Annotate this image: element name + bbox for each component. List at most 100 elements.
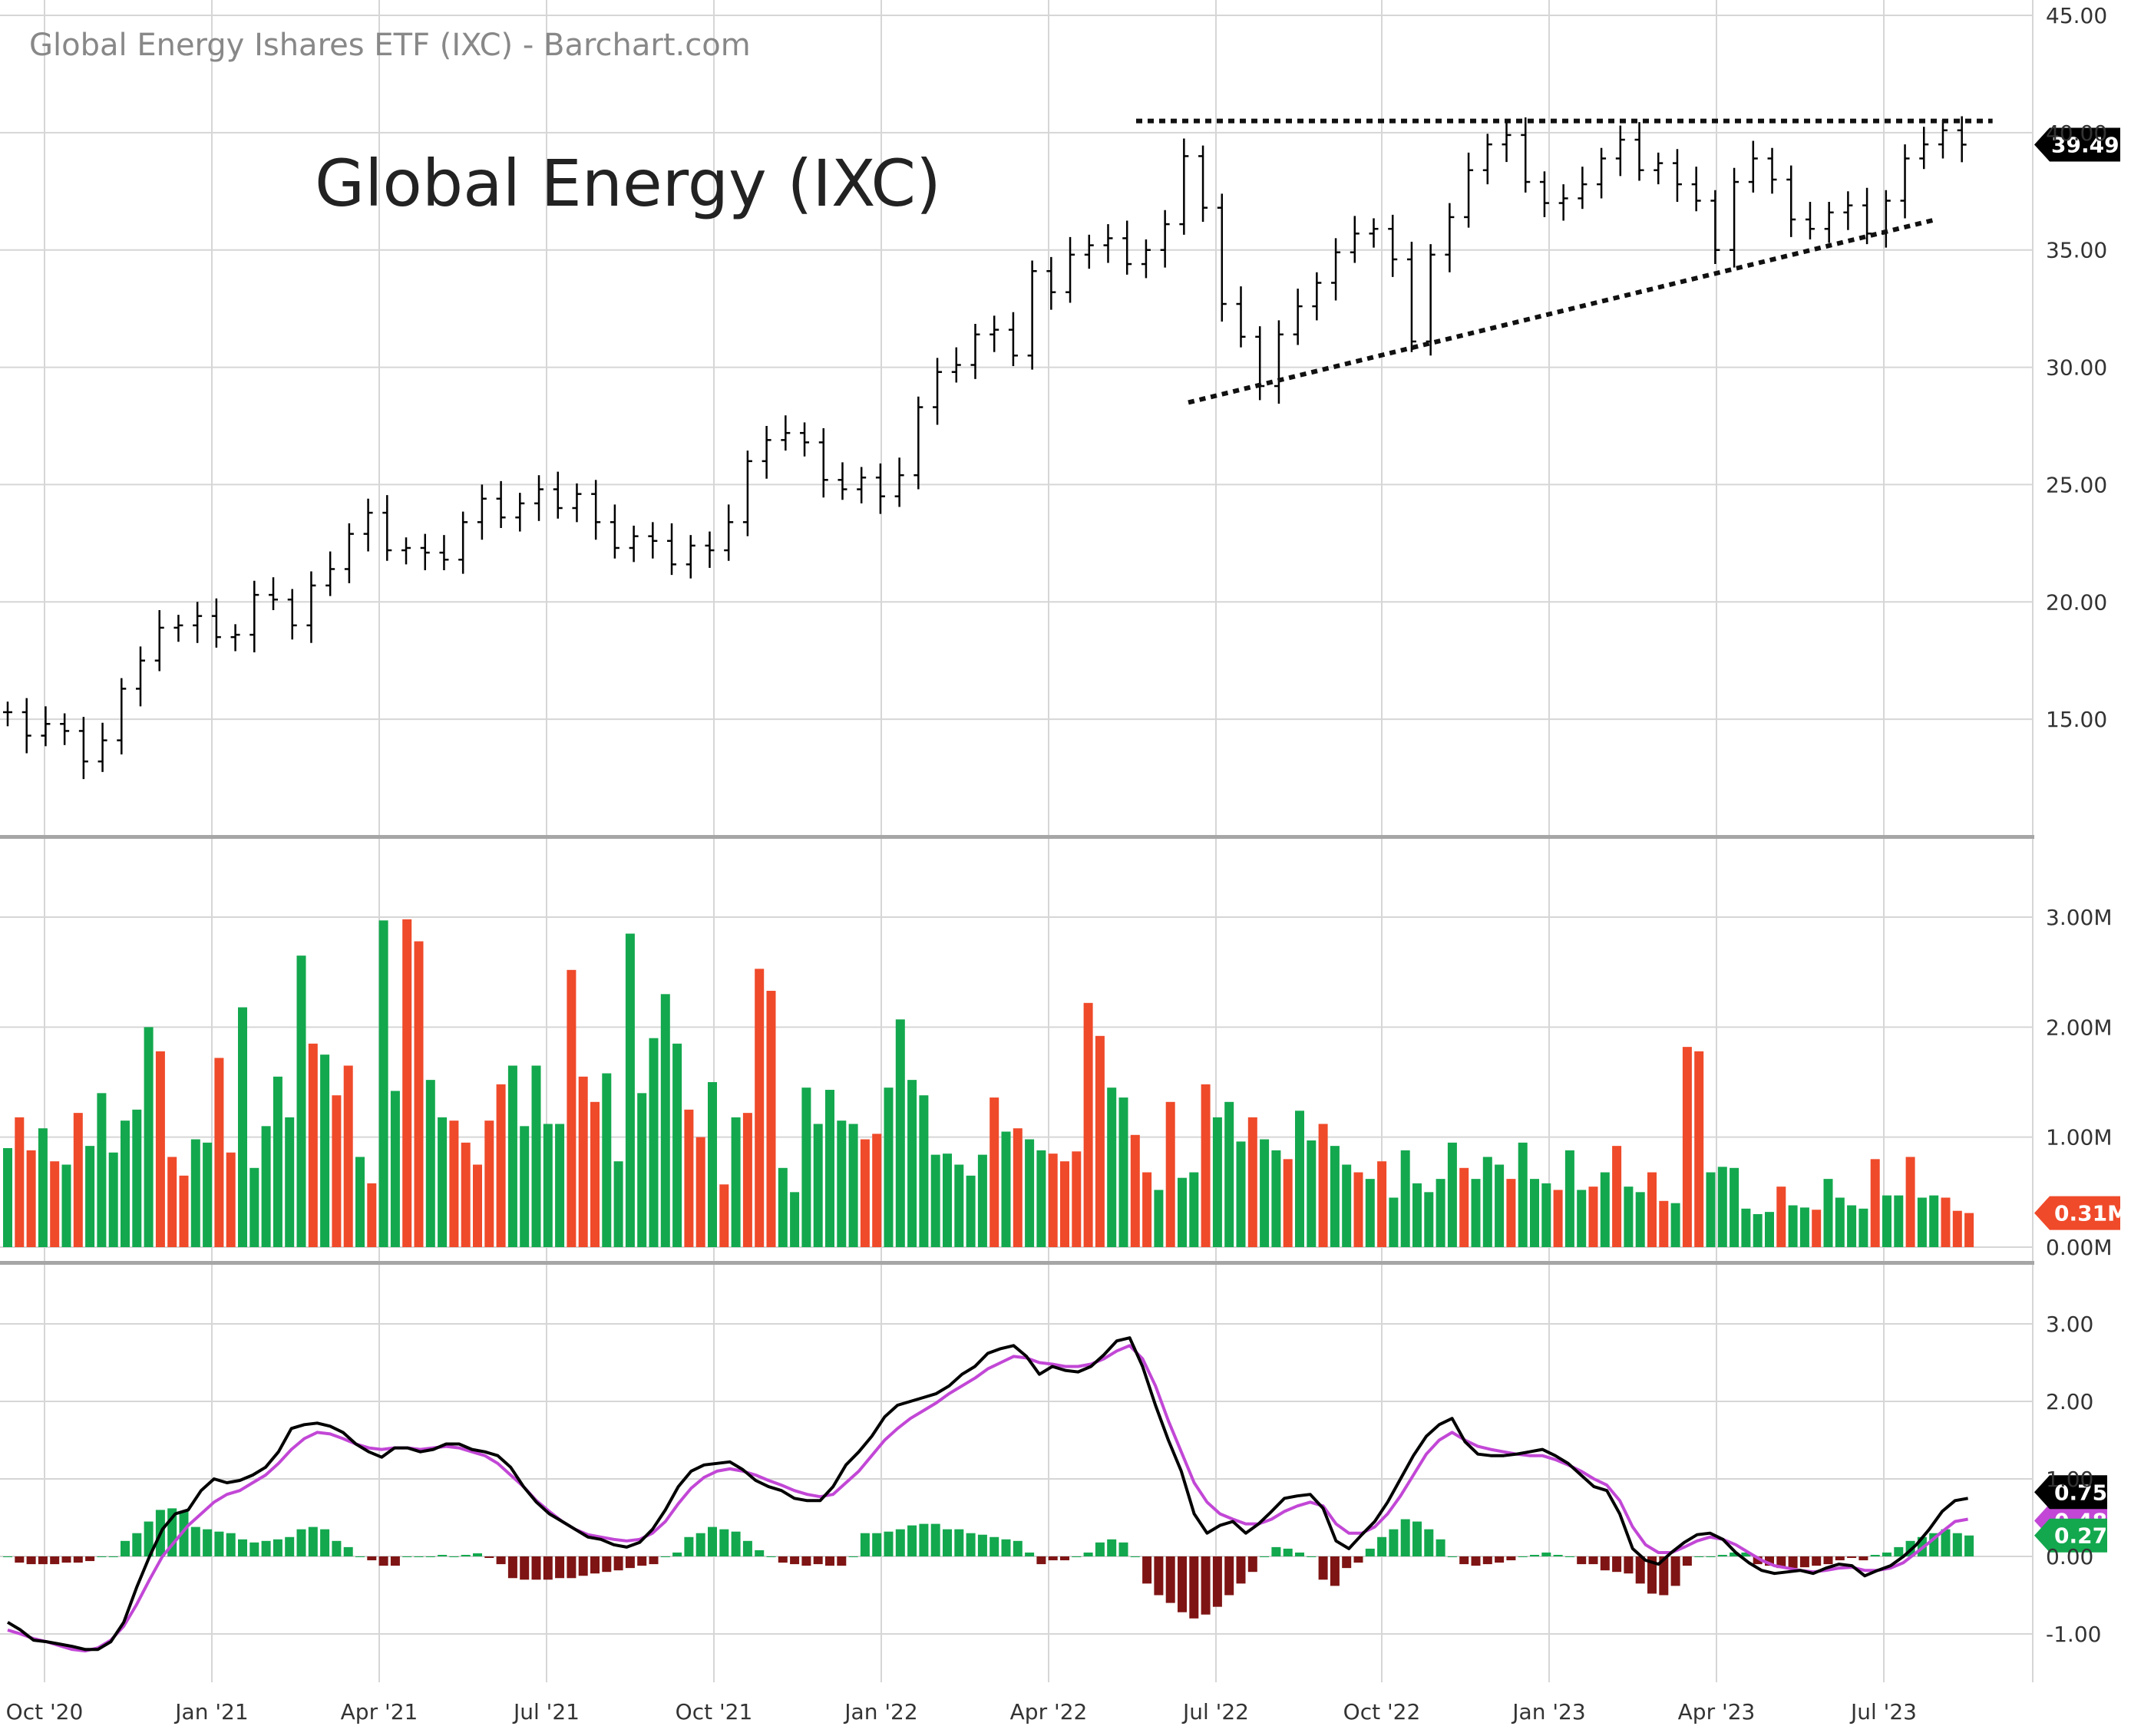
macd-histogram-bar [567, 1556, 577, 1579]
ohlc-bar [193, 602, 203, 643]
volume-bar [1624, 1186, 1634, 1247]
macd-histogram-bar [1424, 1529, 1434, 1556]
macd-histogram-bar [695, 1533, 705, 1556]
volume-bar [1377, 1161, 1387, 1247]
volume-bar [1882, 1195, 1891, 1247]
volume-bar [1588, 1186, 1598, 1247]
volume-bar [590, 1101, 600, 1247]
macd-histogram-bar [414, 1556, 424, 1557]
ohlc-bar [572, 483, 582, 523]
volume-bar [637, 1093, 647, 1247]
volume-bar [801, 1087, 811, 1247]
volume-bar [1142, 1172, 1152, 1247]
volume-bar [1178, 1177, 1187, 1247]
ohlc-bar [762, 426, 771, 479]
macd-histogram-bar [719, 1529, 729, 1556]
volume-bar [695, 1137, 705, 1247]
macd-histogram-bar [1952, 1533, 1962, 1556]
volume-bar [285, 1117, 295, 1247]
axis-labels: Oct '20 Jan '21 Apr '21 Jul '21 Oct '21 Jan '… [6, 3, 2113, 1724]
macd-histogram-bar [1165, 1556, 1175, 1603]
volume-bar [1495, 1164, 1505, 1247]
volume-bar [1459, 1167, 1469, 1247]
macd-histogram-bar [1870, 1554, 1880, 1556]
macd-histogram-bar [1612, 1556, 1622, 1573]
volume-bar [1072, 1151, 1082, 1247]
macd-histogram-bar [26, 1556, 36, 1565]
volume-bar [226, 1152, 236, 1247]
macd-histogram-bar [1307, 1556, 1317, 1557]
ohlc-bar [838, 462, 847, 500]
macd-histogram-bar [108, 1556, 118, 1557]
volume-bar [1130, 1134, 1140, 1247]
macd-y-tick: -1.00 [2046, 1622, 2101, 1647]
ohlc-bar [800, 422, 810, 457]
volume-bar [1260, 1139, 1270, 1247]
macd-histogram-bar [1330, 1556, 1340, 1586]
macd-histogram-bar [238, 1539, 247, 1556]
volume-bar [930, 1154, 940, 1247]
macd-histogram-bar [1271, 1546, 1281, 1556]
ohlc-bar [894, 457, 904, 507]
volume-bar [613, 1161, 623, 1247]
macd-histogram-bar [1553, 1554, 1563, 1556]
volume-bar [1635, 1192, 1645, 1247]
macd-y-tick: 3.00 [2046, 1312, 2093, 1337]
macd-histogram-bar [1389, 1529, 1399, 1556]
volume-bar [390, 1091, 400, 1247]
volume-bar [520, 1126, 530, 1247]
macd-histogram-bar [1670, 1556, 1680, 1586]
ohlc-bar [1558, 184, 1568, 221]
volume-bar [1858, 1208, 1868, 1247]
macd-histogram-bar [813, 1556, 823, 1565]
ohlc-bar [1615, 125, 1625, 177]
ohlc-bar [154, 609, 164, 672]
volume-bar [1553, 1190, 1563, 1247]
x-tick-label: Jul '22 [1181, 1699, 1249, 1724]
volume-bar [943, 1153, 952, 1247]
macd-histogram-bar [1342, 1556, 1352, 1569]
macd-histogram-bar [1013, 1540, 1023, 1556]
macd-histogram-bar [1025, 1552, 1035, 1556]
macd-histogram-bar [1858, 1556, 1868, 1561]
volume-bar [249, 1167, 259, 1247]
ohlc-bar [1350, 216, 1360, 263]
volume-bar [1307, 1140, 1317, 1247]
macd-histogram-bar [801, 1556, 811, 1566]
macd-histogram-bar [1506, 1556, 1516, 1561]
macd-histogram-bar [249, 1542, 259, 1556]
volume-bar [1952, 1210, 1962, 1247]
ohlc-bar [648, 522, 658, 559]
macd-histogram-bar [848, 1556, 858, 1557]
volume-bar [625, 933, 635, 1247]
macd-histogram-bar [50, 1556, 60, 1565]
volume-bar [261, 1126, 271, 1247]
volume-bar [108, 1152, 118, 1247]
macd-histogram-bar [1482, 1556, 1492, 1565]
volume-bar [555, 1124, 565, 1247]
volume-bar [1189, 1172, 1199, 1247]
volume-bar [1365, 1179, 1375, 1247]
volume-bar [813, 1124, 823, 1247]
ohlc-bar [705, 531, 715, 568]
x-tick-label: Oct '20 [6, 1699, 84, 1724]
macd-histogram-bar [273, 1539, 282, 1556]
macd-histogram-bar [1412, 1521, 1422, 1556]
ohlc-bar [781, 415, 791, 451]
ohlc-bar [382, 495, 392, 561]
volume-bar [1060, 1161, 1069, 1247]
last-volume-badge: 0.31M [2034, 1196, 2129, 1230]
ohlc-bar [1767, 147, 1777, 194]
volume-bar [26, 1150, 36, 1247]
macd-histogram-bar [837, 1556, 847, 1566]
ohlc-bar [1672, 149, 1682, 203]
macd-histogram-bar [1635, 1556, 1645, 1584]
volume-bar [567, 969, 577, 1247]
volume-bar [1799, 1207, 1809, 1247]
macd-histogram-bar [766, 1556, 776, 1557]
macd-histogram-bar [1799, 1556, 1809, 1568]
volume-bar [121, 1120, 130, 1247]
ohlc-bar [1217, 193, 1227, 322]
ohlc-bar [1464, 152, 1474, 228]
